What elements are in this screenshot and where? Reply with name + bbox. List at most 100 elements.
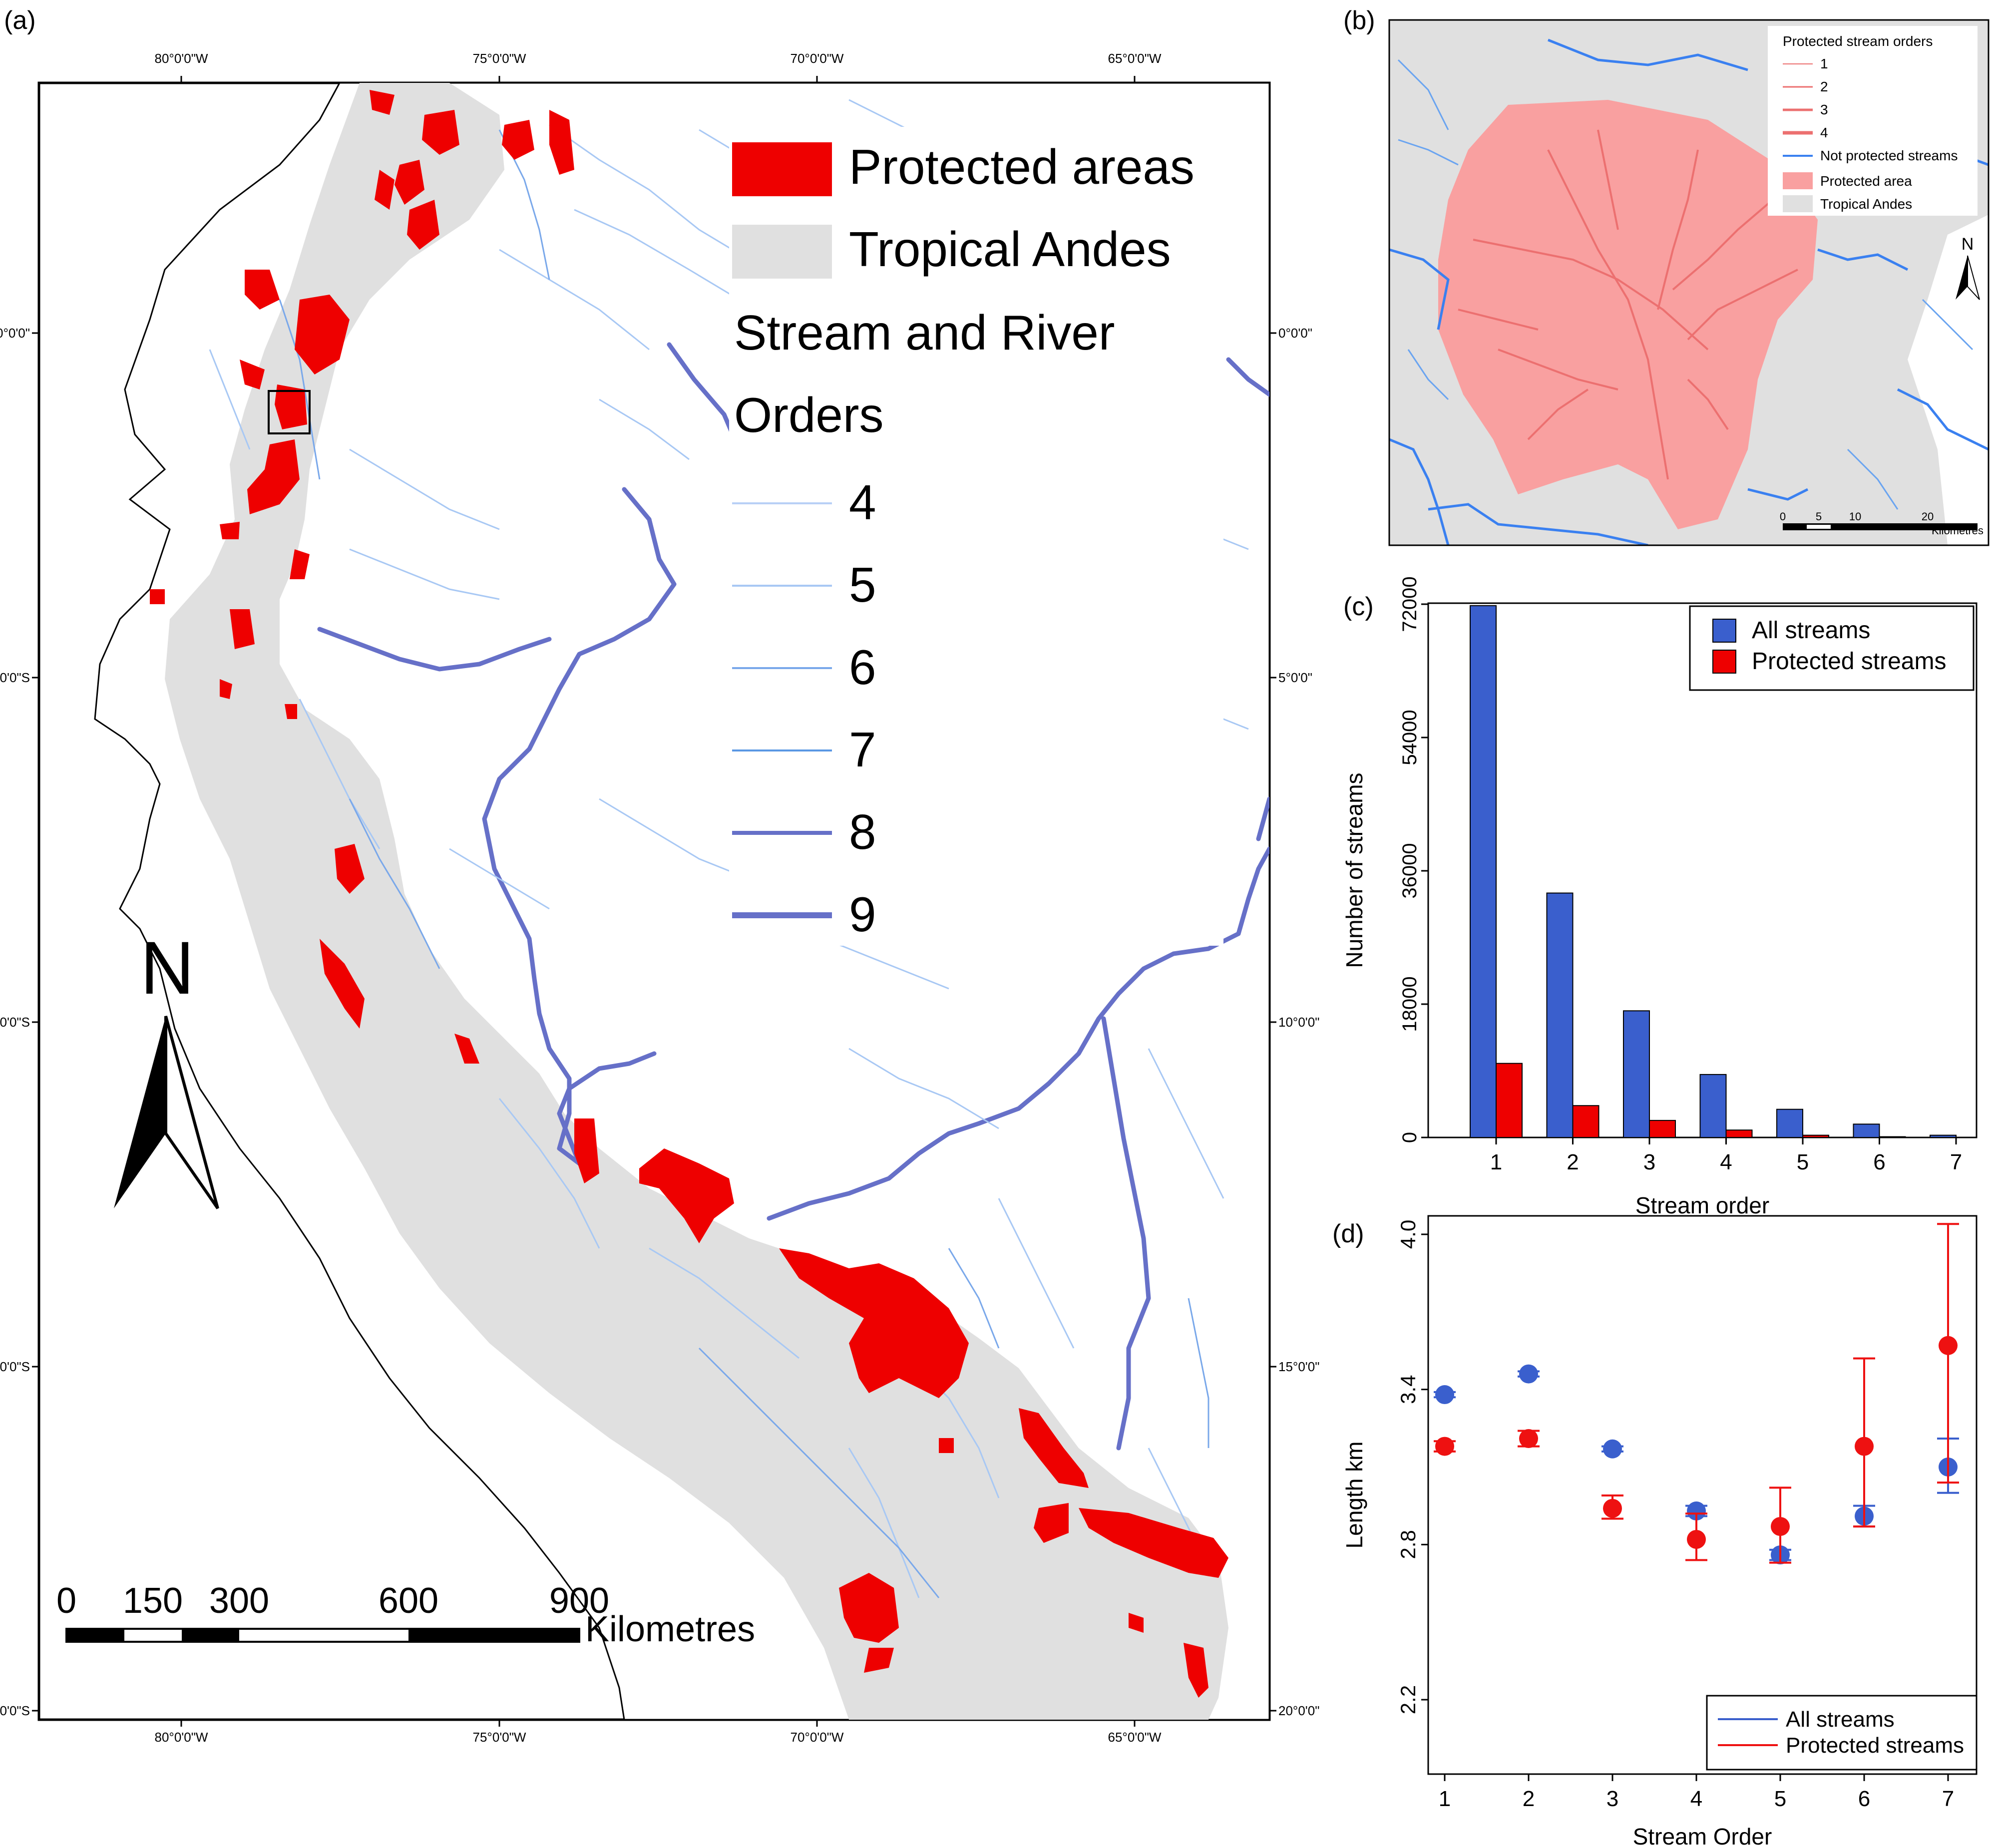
x-tick-label: 5 (1774, 1787, 1786, 1811)
data-point (1435, 1385, 1454, 1405)
x-axis-title: Stream Order (1633, 1824, 1772, 1848)
data-point (1687, 1501, 1706, 1521)
lon-label: 70°0'0"W (791, 1730, 844, 1745)
legend-label-all: All streams (1786, 1707, 1895, 1732)
legend-box (1706, 1695, 1978, 1771)
axes: 1 2 3 4 5 6 7 0 18000 36000 54000 72000 (1399, 576, 1962, 1174)
legend-order-label: 8 (849, 804, 876, 859)
north-arrow-icon: N (1956, 235, 1980, 300)
north-arrow-icon: N (114, 926, 219, 1209)
panel-label-c: (c) (1343, 592, 1374, 621)
legend-swatch-andes (732, 225, 832, 279)
protected-streams-b (1458, 129, 1798, 480)
legend-label-protected: Protected streams (1752, 648, 1946, 675)
bar (1623, 1010, 1650, 1138)
scale-tick: 900 (549, 1581, 609, 1621)
legend-box (1689, 605, 1975, 691)
y-tick-label: 4.0 (1396, 1220, 1420, 1249)
scale-tick: 5 (1816, 510, 1822, 523)
data-point (1855, 1437, 1874, 1456)
north-label: N (140, 926, 194, 1010)
y-axis-title: Length km (1341, 1442, 1367, 1549)
lon-label: 65°0'0"W (1108, 51, 1162, 66)
panel-label-b: (b) (1343, 6, 1375, 35)
lon-label: 80°0'0"W (155, 1730, 208, 1745)
y-tick-label: 2.2 (1396, 1685, 1420, 1714)
legend-order-label: 7 (849, 722, 876, 777)
lon-label: 75°0'0"W (473, 1730, 526, 1745)
lat-label: 0°0'0" (1278, 326, 1312, 341)
legend-order-label: 9 (849, 887, 876, 942)
legend-label-all: All streams (1752, 617, 1870, 644)
y-axis-title: Number of streams (1341, 772, 1367, 968)
legend-title: Protected stream orders (1783, 33, 1933, 49)
x-tick-label: 2 (1523, 1787, 1535, 1811)
legend-swatch-all (1712, 619, 1736, 643)
map-b-frame (1388, 19, 1990, 546)
bar (1496, 1063, 1523, 1138)
y-tick-label: 18000 (1399, 976, 1421, 1032)
x-tick-label: 3 (1606, 1787, 1618, 1811)
scale-tick: 20 (1922, 510, 1934, 523)
bars (1428, 605, 1977, 1138)
scale-tick: 150 (123, 1581, 183, 1621)
axes: 1 2 3 4 5 6 7 2.2 2.8 3.4 4.0 (1396, 1220, 1954, 1811)
scale-tick: 0 (1780, 510, 1786, 523)
points (1434, 1223, 1959, 1565)
legend-order-label: 5 (849, 557, 876, 612)
x-tick-label: 4 (1720, 1150, 1732, 1174)
lat-label: 5°0'0"S (0, 670, 30, 685)
y-tick-label: 72000 (1399, 576, 1421, 632)
lat-label: 10°0'0"S (0, 1015, 30, 1030)
x-axis-title: Stream order (1635, 1192, 1769, 1218)
panel-label-d: (d) (1332, 1219, 1364, 1248)
scale-unit-b: Kilometres (1932, 524, 1984, 537)
x-tick-label: 7 (1950, 1150, 1962, 1174)
legend-tropical-andes: Tropical Andes (849, 222, 1171, 277)
lon-label: 80°0'0"W (155, 51, 208, 66)
scale-unit: Kilometres (585, 1609, 755, 1649)
scale-bar-labels-b: 0 5 10 20 (1780, 510, 1934, 523)
lon-label: 70°0'0"W (791, 51, 844, 66)
lon-label: 65°0'0"W (1108, 1730, 1162, 1745)
bar (1572, 1105, 1599, 1138)
legend-protected-areas: Protected areas (849, 139, 1195, 194)
legend-swatch-andes (1783, 195, 1813, 212)
data-point (1603, 1439, 1622, 1459)
legend-orders-title: Orders (734, 387, 884, 442)
scale-bar-labels: 0 150 300 600 900 (56, 1581, 609, 1621)
x-tick-label: 2 (1567, 1150, 1579, 1174)
bar (1853, 1123, 1880, 1138)
y-tick-label: 3.4 (1396, 1375, 1420, 1404)
bar (1649, 1119, 1676, 1138)
panel-label-a: (a) (4, 6, 36, 35)
map-b: Protected stream orders 1 2 3 4 Not prot… (1388, 19, 1990, 546)
legend-order-label: 2 (1820, 79, 1828, 94)
lon-labels-top: 80°0'0"W 75°0'0"W 70°0'0"W 65°0'0"W (155, 51, 1162, 66)
scale-tick: 0 (56, 1581, 76, 1621)
data-point (1519, 1429, 1538, 1449)
legend-swatch-protected (1712, 650, 1736, 674)
study-area-box (268, 390, 311, 434)
x-tick-label: 1 (1439, 1787, 1451, 1811)
tropical-andes-region (165, 83, 1228, 1720)
scale-bar-icon (1783, 523, 1978, 530)
lat-label: 15°0'0" (1278, 1359, 1319, 1374)
bar (1699, 1074, 1727, 1138)
data-point (1435, 1437, 1454, 1456)
legend: All streams Protected streams (1706, 1695, 1978, 1771)
y-tick-label: 54000 (1399, 710, 1421, 765)
map-a: 80°0'0"W 75°0'0"W 70°0'0"W 65°0'0"W 80°0… (0, 51, 1319, 1745)
legend-swatch-protected (732, 142, 832, 196)
error-bar-chart: 1 2 3 4 5 6 7 2.2 2.8 3.4 4.0 Stream Order Length … (1341, 1215, 1978, 1848)
legend-order-label: 3 (1820, 102, 1828, 117)
major-rivers (317, 342, 1269, 1451)
legend-tropical-andes: Tropical Andes (1820, 196, 1912, 212)
x-tick-label: 7 (1942, 1787, 1954, 1811)
data-point (1687, 1529, 1706, 1549)
lat-labels-right: 0°0'0" 5°0'0" 10°0'0" 15°0'0" 20°0'0" (1278, 326, 1319, 1718)
map-b-legend: Protected stream orders 1 2 3 4 Not prot… (1768, 26, 1978, 216)
graticule (32, 76, 1276, 1727)
x-tick-label: 3 (1643, 1150, 1655, 1174)
